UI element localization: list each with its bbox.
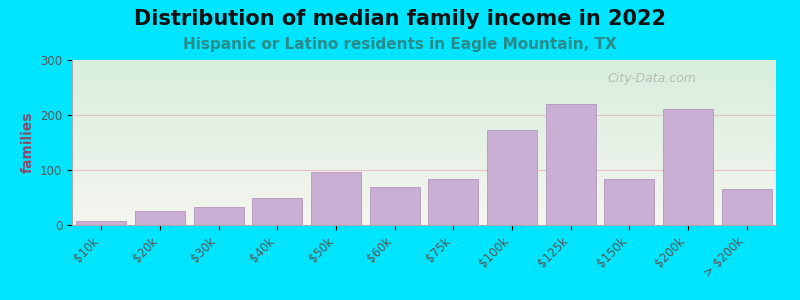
- Bar: [663, 110, 713, 225]
- Bar: [194, 207, 243, 225]
- Bar: [546, 104, 595, 225]
- Y-axis label: families: families: [21, 112, 34, 173]
- Bar: [77, 220, 126, 225]
- Bar: [429, 179, 478, 225]
- Bar: [722, 189, 771, 225]
- Text: Hispanic or Latino residents in Eagle Mountain, TX: Hispanic or Latino residents in Eagle Mo…: [183, 38, 617, 52]
- Text: City-Data.com: City-Data.com: [607, 71, 696, 85]
- Bar: [253, 197, 302, 225]
- Text: Distribution of median family income in 2022: Distribution of median family income in …: [134, 9, 666, 29]
- Bar: [311, 172, 361, 225]
- Bar: [487, 130, 537, 225]
- Bar: [370, 187, 419, 225]
- Bar: [135, 211, 185, 225]
- Bar: [605, 179, 654, 225]
